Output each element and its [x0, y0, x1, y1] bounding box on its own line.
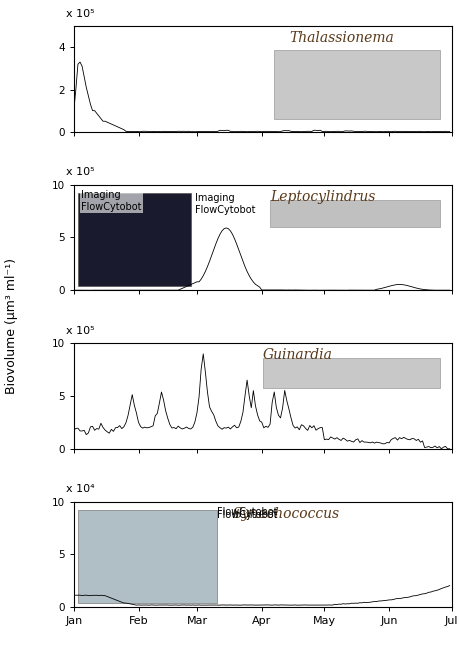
- Text: FlowCytobot: FlowCytobot: [218, 510, 278, 520]
- Text: Guinardia: Guinardia: [263, 349, 333, 362]
- Text: Leptocylindrus: Leptocylindrus: [270, 190, 376, 204]
- Bar: [77, 193, 191, 286]
- Text: FlowCytobot: FlowCytobot: [218, 507, 278, 517]
- Text: x 10⁴: x 10⁴: [66, 485, 95, 494]
- Text: Thalassionema: Thalassionema: [289, 31, 394, 46]
- Text: Imaging
FlowCytobot: Imaging FlowCytobot: [81, 190, 142, 212]
- Bar: [263, 358, 440, 387]
- Text: Biovolume (μm³ ml⁻¹): Biovolume (μm³ ml⁻¹): [5, 259, 18, 394]
- Bar: [274, 50, 440, 119]
- Text: Imaging
FlowCytobot: Imaging FlowCytobot: [195, 193, 255, 215]
- Bar: [77, 510, 218, 603]
- Text: x 10⁵: x 10⁵: [66, 8, 95, 19]
- Text: x 10⁵: x 10⁵: [66, 167, 95, 177]
- Bar: [270, 200, 440, 227]
- Text: Synechococcus: Synechococcus: [232, 507, 340, 521]
- Text: x 10⁵: x 10⁵: [66, 326, 95, 336]
